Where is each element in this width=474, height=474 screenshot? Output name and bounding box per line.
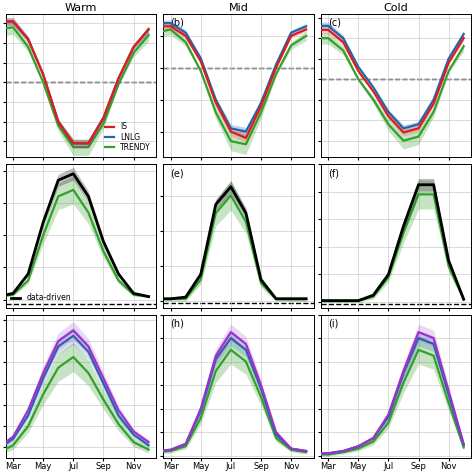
- Title: Warm: Warm: [64, 3, 97, 13]
- Legend: IS, LNLG, TRENDY: IS, LNLG, TRENDY: [103, 121, 152, 153]
- Title: Mid: Mid: [228, 3, 248, 13]
- Text: (f): (f): [328, 168, 339, 178]
- Text: (h): (h): [171, 319, 184, 329]
- Legend: data-driven: data-driven: [9, 292, 73, 304]
- Text: (c): (c): [328, 18, 341, 28]
- Text: (i): (i): [328, 319, 338, 329]
- Title: Cold: Cold: [383, 3, 408, 13]
- Text: (e): (e): [171, 168, 184, 178]
- Text: (b): (b): [171, 18, 184, 28]
